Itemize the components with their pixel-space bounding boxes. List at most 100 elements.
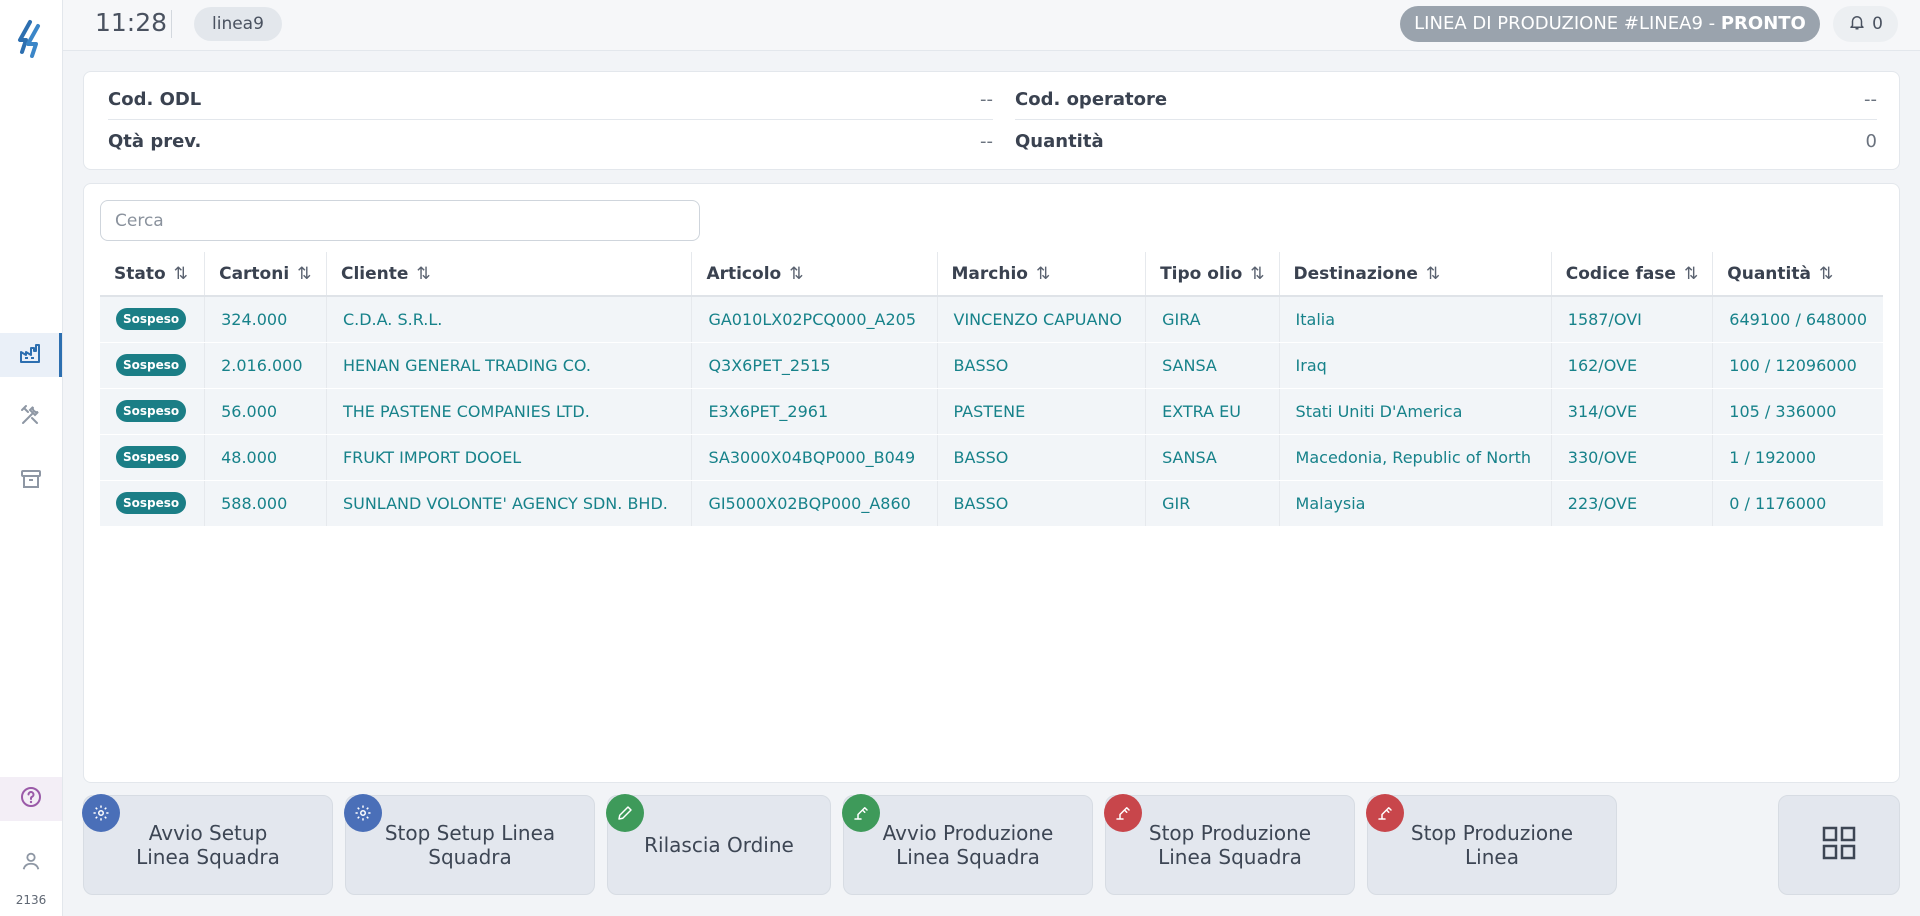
cod-operatore-value: --	[1864, 89, 1877, 110]
apps-grid-button[interactable]	[1778, 795, 1900, 895]
sort-icon[interactable]: ⇅	[1035, 263, 1051, 284]
sidebar-item-archive[interactable]	[0, 459, 62, 503]
button-label-line1: Stop Produzione	[1410, 821, 1574, 845]
cell-codice-fase: 162/OVE	[1551, 342, 1714, 389]
status-badge: Sospeso	[116, 446, 187, 468]
avvio-setup-button[interactable]: Avvio Setup Linea Squadra	[82, 794, 333, 895]
notification-count: 0	[1872, 14, 1883, 34]
cell-tipo-olio: GIRA	[1145, 296, 1280, 343]
cell-destinazione: Malaysia	[1279, 480, 1552, 527]
order-info-card: Cod. ODL -- Cod. operatore -- Qtà prev. …	[83, 71, 1900, 170]
qta-prev-row: Qtà prev. --	[108, 121, 993, 161]
cod-odl-label: Cod. ODL	[108, 89, 202, 110]
column-header-cartoni[interactable]: Cartoni ⇅	[204, 252, 327, 297]
sort-icon[interactable]: ⇅	[789, 263, 804, 284]
bell-icon	[1848, 13, 1866, 36]
line-status-badge: LINEA DI PRODUZIONE #LINEA9 - PRONTO	[1400, 6, 1820, 42]
cell-marchio: VINCENZO CAPUANO	[937, 296, 1147, 343]
table-row[interactable]: Sospeso 588.000 SUNLAND VOLONTE' AGENCY …	[100, 480, 1883, 527]
cell-marchio: PASTENE	[937, 388, 1147, 435]
cell-articolo: Q3X6PET_2515	[691, 342, 938, 389]
column-header-marchio[interactable]: Marchio ⇅	[937, 252, 1147, 297]
robot-arm-icon	[1366, 794, 1404, 832]
table-row[interactable]: Sospeso 324.000 C.D.A. S.R.L. GA010LX02P…	[100, 296, 1883, 343]
sort-icon[interactable]: ⇅	[416, 263, 431, 284]
column-header-destinazione[interactable]: Destinazione ⇅	[1279, 252, 1552, 297]
table-row[interactable]: Sospeso 56.000 THE PASTENE COMPANIES LTD…	[100, 388, 1883, 435]
cell-articolo: GA010LX02PCQ000_A205	[691, 296, 938, 343]
cell-destinazione: Iraq	[1279, 342, 1552, 389]
clock: 11:28	[95, 8, 168, 37]
sidebar-item-user[interactable]	[0, 841, 62, 885]
cell-marchio: BASSO	[937, 480, 1147, 527]
cell-cartoni: 56.000	[204, 388, 327, 435]
cell-quantita: 649100 / 648000	[1712, 296, 1883, 343]
notifications-button[interactable]: 0	[1833, 6, 1898, 42]
column-header-quantita[interactable]: Quantità ⇅	[1712, 252, 1883, 297]
status-badge: Sospeso	[116, 354, 187, 376]
table-row[interactable]: Sospeso 48.000 FRUKT IMPORT DOOEL SA3000…	[100, 434, 1883, 481]
sort-icon[interactable]: ⇅	[297, 263, 312, 284]
cell-destinazione: Stati Uniti D'America	[1279, 388, 1552, 435]
sort-icon[interactable]: ⇅	[1250, 263, 1265, 284]
cell-codice-fase: 330/OVE	[1551, 434, 1714, 481]
archive-icon	[19, 467, 43, 495]
button-label-line1: Stop Setup Linea	[384, 821, 556, 845]
sidebar-item-help[interactable]	[0, 777, 62, 821]
quantita-row: Quantità 0	[1015, 121, 1877, 161]
cell-stato: Sospeso	[100, 342, 206, 389]
cod-odl-value: --	[980, 89, 993, 110]
cell-articolo: E3X6PET_2961	[691, 388, 938, 435]
user-icon	[20, 850, 42, 876]
button-label-line2: Squadra	[428, 845, 512, 869]
cell-cliente: C.D.A. S.R.L.	[326, 296, 693, 343]
cod-odl-row: Cod. ODL --	[108, 80, 993, 120]
sidebar-item-production[interactable]	[0, 333, 62, 377]
cell-cliente: HENAN GENERAL TRADING CO.	[326, 342, 693, 389]
column-header-stato[interactable]: Stato ⇅	[100, 252, 206, 297]
sidebar: 2136	[0, 0, 63, 916]
cell-cartoni: 48.000	[204, 434, 327, 481]
button-label-line1: Avvio Setup	[148, 821, 268, 845]
sort-icon[interactable]: ⇅	[1818, 263, 1834, 284]
factory-icon	[18, 341, 42, 369]
stop-produzione-squadra-button[interactable]: Stop Produzione Linea Squadra	[1104, 794, 1355, 895]
cell-cartoni: 324.000	[204, 296, 327, 343]
quantita-label: Quantità	[1015, 130, 1104, 152]
cell-tipo-olio: GIR	[1145, 480, 1280, 527]
divider	[171, 10, 172, 38]
cell-codice-fase: 1587/OVI	[1551, 296, 1714, 343]
cell-destinazione: Italia	[1279, 296, 1552, 343]
cell-articolo: GI5000X02BQP000_A860	[691, 480, 938, 527]
stop-produzione-linea-button[interactable]: Stop Produzione Linea	[1366, 794, 1617, 895]
status-badge: Sospeso	[116, 400, 187, 422]
sort-icon[interactable]: ⇅	[1683, 263, 1699, 284]
sort-icon[interactable]: ⇅	[173, 263, 188, 284]
cell-cliente: FRUKT IMPORT DOOEL	[326, 434, 693, 481]
cell-tipo-olio: SANSA	[1145, 434, 1280, 481]
table-row[interactable]: Sospeso 2.016.000 HENAN GENERAL TRADING …	[100, 342, 1883, 389]
cell-quantita: 0 / 1176000	[1712, 480, 1883, 527]
cell-cliente: SUNLAND VOLONTE' AGENCY SDN. BHD.	[326, 480, 693, 527]
column-header-articolo[interactable]: Articolo ⇅	[691, 252, 938, 297]
quantita-value: 0	[1865, 130, 1877, 152]
sidebar-item-maintenance[interactable]	[0, 395, 62, 439]
sort-icon[interactable]: ⇅	[1425, 263, 1441, 284]
rilascia-ordine-button[interactable]: Rilascia Ordine	[606, 794, 831, 895]
search-input[interactable]	[100, 200, 700, 241]
cell-cartoni: 588.000	[204, 480, 327, 527]
cell-stato: Sospeso	[100, 480, 206, 527]
qta-prev-label: Qtà prev.	[108, 130, 202, 152]
column-header-codice-fase[interactable]: Codice fase ⇅	[1551, 252, 1714, 297]
app-logo[interactable]	[12, 16, 50, 58]
line-status-value: PRONTO	[1720, 13, 1806, 34]
cell-quantita: 105 / 336000	[1712, 388, 1883, 435]
avvio-produzione-button[interactable]: Avvio Produzione Linea Squadra	[842, 794, 1093, 895]
orders-card: Stato⇅ Cartoni⇅ Cliente⇅ Articolo⇅ March…	[83, 183, 1900, 783]
column-header-tipo-olio[interactable]: Tipo olio ⇅	[1145, 252, 1280, 297]
stop-setup-button[interactable]: Stop Setup Linea Squadra	[344, 794, 595, 895]
button-label-line2: Linea Squadra	[136, 845, 280, 869]
button-label-line2: Linea Squadra	[896, 845, 1040, 869]
column-header-cliente[interactable]: Cliente ⇅	[326, 252, 693, 297]
cell-tipo-olio: EXTRA EU	[1145, 388, 1280, 435]
